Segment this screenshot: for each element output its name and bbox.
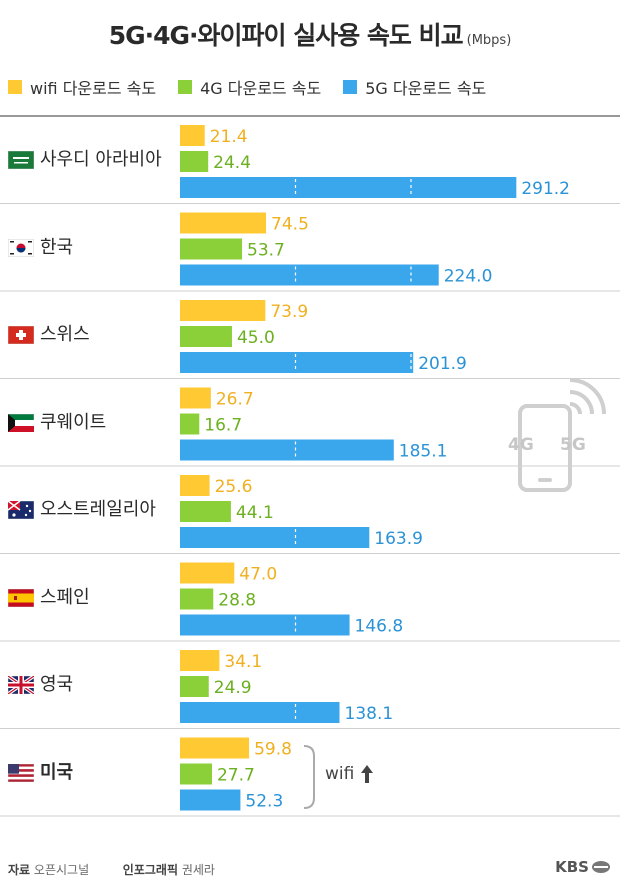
title-text: 5G·4G·와이파이 실사용 속도 비교 [108, 21, 464, 50]
phone-signal-icon: 4G 5G [508, 378, 606, 492]
value-label-5g: 52.3 [245, 792, 283, 812]
country-label: 미국 [40, 761, 74, 783]
value-label-wifi: 47.0 [239, 565, 277, 585]
annotation-text: wifi [325, 764, 355, 784]
country-label: 스페인 [40, 586, 90, 608]
bar-5g [180, 264, 439, 286]
value-label-4g: 24.4 [213, 153, 251, 173]
value-label-5g: 201.9 [418, 354, 467, 374]
value-label-5g: 138.1 [345, 704, 394, 724]
bar-4g [180, 501, 231, 522]
bar-4g [180, 238, 243, 260]
value-label-4g: 53.7 [247, 241, 285, 261]
kbs-eye-icon [592, 861, 610, 873]
flag-icon [8, 151, 34, 169]
legend-item-wifi: wifi 다운로드 속도 [8, 75, 156, 99]
bar-wifi [180, 212, 267, 234]
brand-text: KBS [555, 858, 589, 876]
country-label: 오스트레일리아 [40, 499, 156, 520]
flag-icon [8, 588, 34, 607]
bar-5g [180, 177, 517, 198]
value-label-4g: 28.8 [218, 591, 256, 611]
bar-4g [180, 151, 209, 172]
bar-wifi [180, 387, 211, 409]
bar-wifi [180, 562, 235, 584]
bar-wifi [180, 125, 205, 146]
bar-4g [180, 413, 200, 435]
legend-swatch-4g [178, 80, 193, 94]
bar-5g [180, 614, 350, 636]
country-label: 사우디 아라비아 [40, 149, 162, 170]
legend-item-5g: 5G 다운로드 속도 [343, 75, 486, 99]
graphic-label: 인포그래픽 [122, 863, 178, 877]
source-label: 자료 [8, 863, 31, 877]
flag-icon [8, 326, 34, 344]
bar-4g [180, 676, 209, 697]
flag-icon [8, 413, 34, 432]
bar-5g [180, 527, 370, 548]
value-label-wifi: 21.4 [210, 127, 248, 147]
bar-4g [180, 763, 212, 785]
footer: 자료 오픈시그널 인포그래픽 권세라 [8, 861, 215, 878]
bar-wifi [180, 650, 220, 671]
flag-icon [8, 501, 34, 519]
graphic-value: 권세라 [181, 863, 215, 877]
value-label-4g: 16.7 [204, 416, 242, 436]
value-label-5g: 185.1 [399, 442, 448, 462]
unit-label: (Mbps) [466, 33, 512, 48]
legend-swatch-wifi [8, 80, 22, 94]
value-label-4g: 27.7 [217, 766, 255, 786]
value-label-wifi: 34.1 [224, 652, 262, 672]
phone-label-4g: 4G [508, 435, 534, 455]
source-value: 오픈시그널 [33, 863, 90, 877]
value-label-wifi: 73.9 [270, 302, 308, 322]
annotation: wifi [325, 764, 374, 784]
bar-4g [180, 588, 214, 610]
flag-icon [8, 676, 34, 694]
bar-5g [180, 702, 340, 723]
value-label-4g: 45.0 [237, 328, 275, 348]
arrow-up-icon [361, 765, 374, 783]
value-label-wifi: 26.7 [216, 390, 254, 410]
bar-wifi [180, 737, 250, 759]
value-label-5g: 163.9 [374, 529, 423, 549]
legend-label-5g: 5G 다운로드 속도 [365, 79, 487, 98]
country-label: 한국 [40, 236, 74, 258]
legend-label-wifi: wifi 다운로드 속도 [30, 79, 157, 98]
value-label-wifi: 74.5 [271, 215, 309, 235]
bar-5g [180, 789, 241, 811]
value-label-wifi: 59.8 [254, 740, 292, 760]
bar-5g [180, 352, 414, 373]
bar-4g [180, 326, 232, 347]
bar-5g [180, 439, 394, 461]
value-label-5g: 224.0 [444, 267, 493, 287]
value-label-5g: 291.2 [521, 179, 570, 199]
kbs-logo: KBS [555, 858, 610, 876]
value-label-4g: 24.9 [214, 678, 252, 698]
value-label-wifi: 25.6 [215, 477, 253, 497]
legend-label-4g: 4G 다운로드 속도 [200, 79, 322, 98]
country-label: 스위스 [40, 324, 90, 345]
legend: wifi 다운로드 속도 4G 다운로드 속도 5G 다운로드 속도 [8, 76, 508, 98]
value-label-5g: 146.8 [355, 617, 404, 637]
country-label: 쿠웨이트 [40, 411, 107, 433]
bar-wifi [180, 300, 266, 321]
bar-wifi [180, 475, 210, 496]
flag-icon [8, 763, 34, 782]
legend-swatch-5g [343, 80, 358, 94]
value-label-4g: 44.1 [236, 503, 274, 523]
flag-icon [8, 238, 34, 257]
legend-item-4g: 4G 다운로드 속도 [178, 75, 321, 99]
chart-title: 5G·4G·와이파이 실사용 속도 비교 (Mbps) [0, 16, 620, 52]
phone-label-5g: 5G [560, 435, 586, 455]
country-label: 영국 [40, 674, 74, 695]
annotation-bracket [303, 745, 315, 809]
